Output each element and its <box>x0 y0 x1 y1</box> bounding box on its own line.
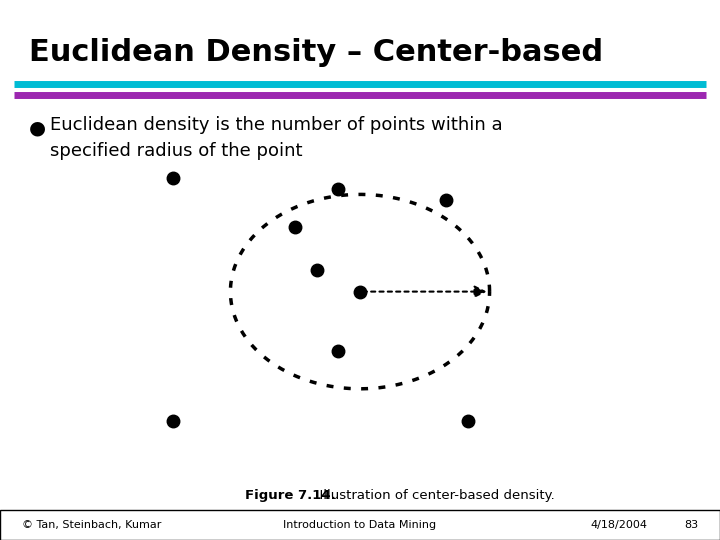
Text: 4/18/2004: 4/18/2004 <box>590 520 647 530</box>
Text: Euclidean density is the number of points within a
specified radius of the point: Euclidean density is the number of point… <box>50 116 503 160</box>
Text: © Tan, Steinbach, Kumar: © Tan, Steinbach, Kumar <box>22 520 161 530</box>
FancyBboxPatch shape <box>0 510 720 540</box>
FancyArrowPatch shape <box>363 287 485 296</box>
Text: Illustration of center-based density.: Illustration of center-based density. <box>311 489 555 502</box>
Text: 83: 83 <box>684 520 698 530</box>
Text: ●: ● <box>29 119 46 138</box>
Text: Figure 7.14.: Figure 7.14. <box>245 489 336 502</box>
Text: Euclidean Density – Center-based: Euclidean Density – Center-based <box>29 38 603 67</box>
Text: Introduction to Data Mining: Introduction to Data Mining <box>284 520 436 530</box>
